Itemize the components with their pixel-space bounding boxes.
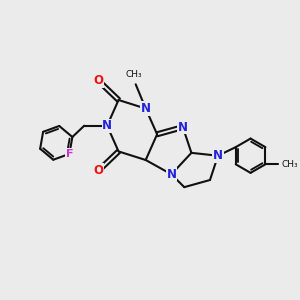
Text: O: O	[94, 164, 103, 177]
Text: N: N	[141, 102, 151, 115]
Text: N: N	[167, 168, 176, 181]
Text: N: N	[102, 119, 112, 132]
Text: N: N	[213, 149, 223, 162]
Text: F: F	[66, 149, 73, 159]
Text: CH₃: CH₃	[282, 160, 298, 169]
Text: O: O	[94, 74, 103, 87]
Text: N: N	[178, 121, 188, 134]
Text: CH₃: CH₃	[125, 70, 142, 79]
